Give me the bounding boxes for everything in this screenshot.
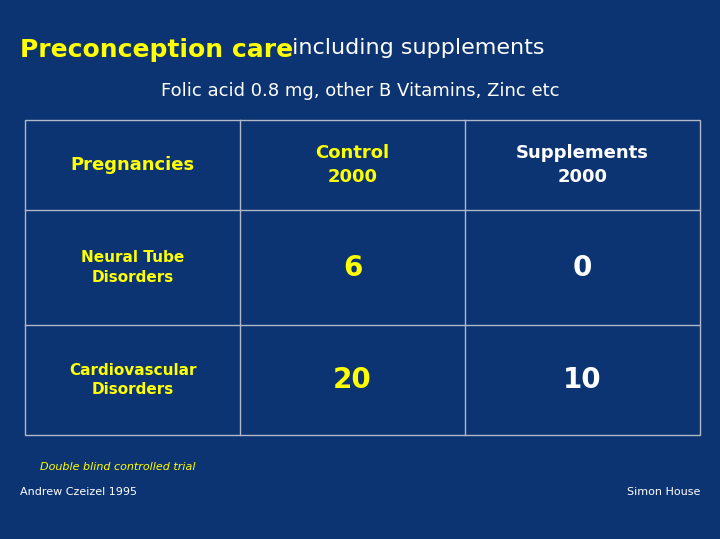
- Text: Control
2000: Control 2000: [315, 144, 390, 186]
- Text: Andrew Czeizel 1995: Andrew Czeizel 1995: [20, 487, 137, 497]
- Text: 0: 0: [573, 253, 592, 281]
- Text: Folic acid 0.8 mg, other B Vitamins, Zinc etc: Folic acid 0.8 mg, other B Vitamins, Zin…: [161, 82, 559, 100]
- Text: Cardiovascular
Disorders: Cardiovascular Disorders: [68, 363, 197, 397]
- Text: 6: 6: [343, 253, 362, 281]
- Bar: [25, 120, 700, 435]
- Text: Simon House: Simon House: [626, 487, 700, 497]
- Text: Neural Tube
Disorders: Neural Tube Disorders: [81, 250, 184, 285]
- Text: including supplements: including supplements: [285, 38, 544, 58]
- Text: Pregnancies: Pregnancies: [71, 156, 194, 174]
- Text: 20: 20: [333, 366, 372, 394]
- Text: Supplements
2000: Supplements 2000: [516, 144, 649, 186]
- Text: 10: 10: [563, 366, 602, 394]
- Text: Preconception care: Preconception care: [20, 38, 293, 62]
- Text: Double blind controlled trial: Double blind controlled trial: [40, 462, 196, 472]
